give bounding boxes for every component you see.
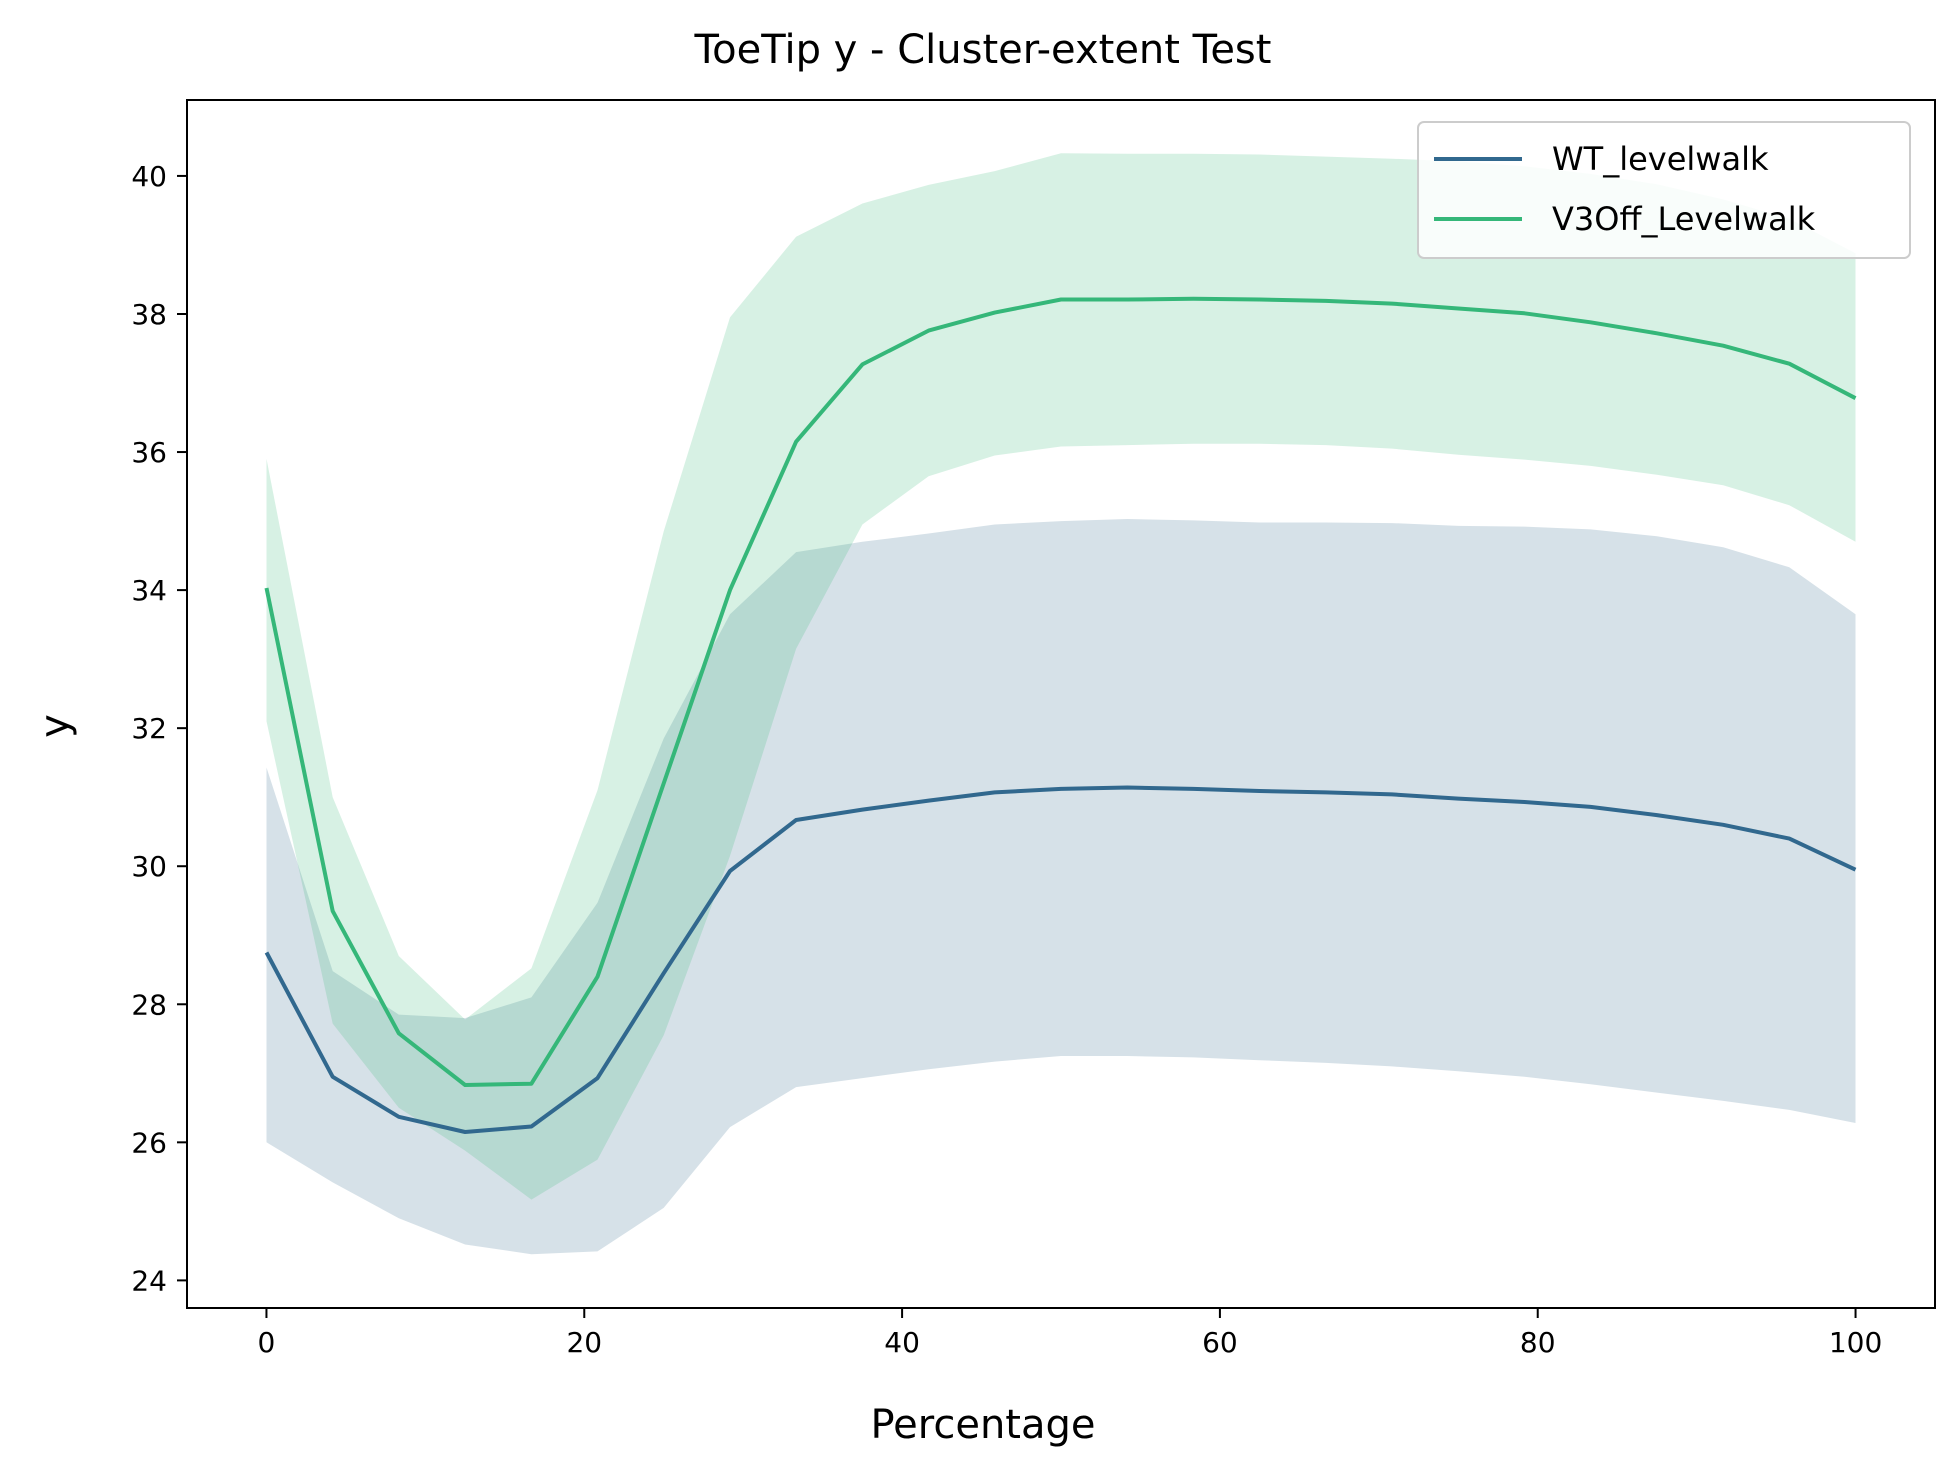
series-line-V3Off_Levelwalk (264, 296, 1857, 1087)
band-V3Off_Levelwalk (266, 153, 1856, 1200)
y-tick-label: 26 (131, 1126, 167, 1159)
x-tick-label: 60 (1202, 1326, 1238, 1359)
y-tick-label: 32 (131, 712, 167, 745)
plot-frame (186, 99, 1936, 1309)
y-tick-label: 24 (131, 1264, 167, 1297)
band-WT_levelwalk (266, 519, 1856, 1255)
x-tick-label: 80 (1520, 1326, 1556, 1359)
legend-label-wt: WT_levelwalk (1552, 140, 1769, 178)
series-line-WT_levelwalk (264, 785, 1857, 1134)
y-tick-label: 40 (131, 160, 167, 193)
legend: WT_levelwalk V3Off_Levelwalk (1417, 121, 1911, 259)
legend-box (1417, 121, 1911, 259)
y-axis-title: y (32, 714, 78, 738)
x-tick-label: 40 (884, 1326, 920, 1359)
y-tick-label: 36 (131, 436, 167, 469)
y-tick-label: 38 (131, 298, 167, 331)
y-tick-label: 28 (131, 988, 167, 1021)
x-tick-label: 0 (258, 1326, 276, 1359)
y-tick-label: 30 (131, 850, 167, 883)
x-tick-label: 100 (1829, 1326, 1882, 1359)
x-axis-ticks: 0 20 40 60 80 100 (258, 1308, 1882, 1359)
y-tick-label: 34 (131, 574, 167, 607)
y-axis-ticks: 24 26 28 30 32 34 36 38 40 (131, 160, 187, 1297)
x-tick-label: 20 (566, 1326, 602, 1359)
confidence-bands (266, 153, 1856, 1255)
x-axis-title: Percentage (870, 1402, 1095, 1448)
chart-title: ToeTip y - Cluster-extent Test (694, 27, 1272, 73)
series-lines (264, 296, 1857, 1134)
legend-label-v3off: V3Off_Levelwalk (1552, 200, 1816, 238)
